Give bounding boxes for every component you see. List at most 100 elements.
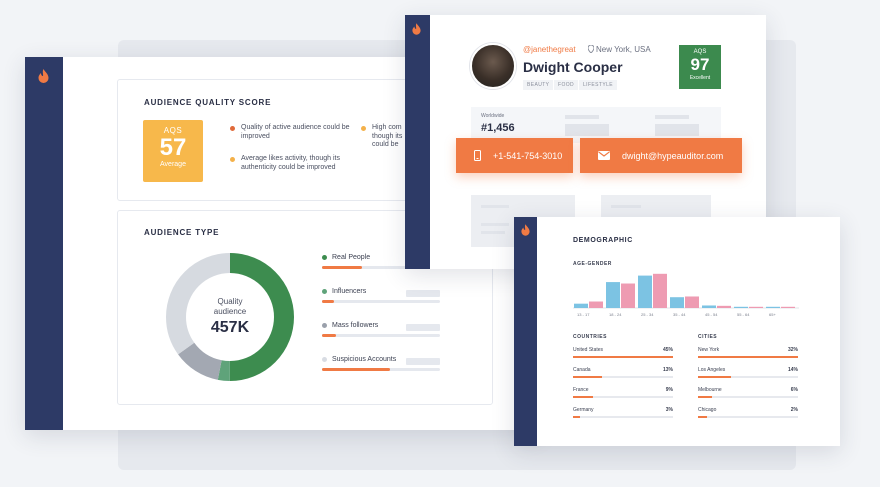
placeholder-bar (655, 124, 699, 136)
age-tick-label: 13 - 17 (577, 312, 590, 317)
age-bar-blue-1 (606, 282, 620, 308)
flame-logo-icon (38, 69, 49, 83)
country-row: Canada 13% (573, 367, 673, 376)
legend-influencers: Influencers (322, 287, 440, 303)
phone-icon (474, 150, 481, 161)
city-value: 2% (790, 407, 798, 413)
age-bar-blue-0 (574, 303, 588, 308)
city-bar (698, 416, 707, 418)
legend-bar-fill (322, 334, 337, 337)
tag-beauty[interactable]: BEAUTY (523, 80, 554, 90)
phone-button[interactable]: +1-541-754-3010 (456, 138, 573, 173)
country-bar (573, 396, 593, 398)
audience-type-title: AUDIENCE TYPE (144, 228, 220, 237)
demographic-card: DEMOGRAPHIC AGE-GENDER 13 - 17 18 - 24 25 … (514, 217, 840, 446)
legend-bar-fill (322, 300, 334, 303)
cities-list: New York 32% Los Angeles 14% Melbourne 6% C… (698, 347, 798, 427)
country-name: Germany (573, 407, 594, 413)
age-bar-pink-1 (621, 283, 635, 308)
side-rail (405, 15, 430, 269)
note-dot (230, 157, 235, 162)
age-tick-label: 18 - 24 (609, 312, 622, 317)
city-row: Chicago 2% (698, 407, 798, 416)
countries-list: United States 45% Canada 13% France 9% Germ… (573, 347, 673, 427)
age-bar-pink-0 (589, 301, 603, 308)
age-bar-blue-6 (766, 306, 780, 308)
email-button[interactable]: dwight@hypeauditor.com (580, 138, 742, 173)
age-bar-pink-5 (749, 306, 763, 308)
aqs-note-1: Quality of active audience could be impr… (241, 124, 350, 140)
tag-food[interactable]: FOOD (554, 80, 579, 90)
note-3-line-1: High com (372, 124, 402, 131)
phone-text: +1-541-754-3010 (493, 150, 563, 161)
age-bar-pink-3 (685, 296, 699, 308)
city-bar (698, 376, 731, 378)
placeholder-bar (565, 124, 609, 136)
country-value: 13% (662, 367, 673, 373)
aqs-label: AQS (693, 49, 707, 55)
location-text: New York, USA (596, 45, 651, 54)
legend-real-people: Real People (322, 253, 440, 269)
country-value: 9% (665, 387, 673, 393)
city-bar (698, 396, 712, 398)
legend-swatch (322, 289, 327, 294)
profile-handle[interactable]: @janethegreat (523, 45, 576, 54)
country-row: United States 45% (573, 347, 673, 356)
demographic-title: DEMOGRAPHIC (573, 237, 633, 244)
age-bar-pink-4 (717, 305, 731, 308)
country-name: Canada (573, 367, 591, 373)
legend-swatch (322, 357, 327, 362)
note-dot (230, 126, 235, 131)
placeholder-bar (406, 290, 440, 297)
flame-logo-icon (521, 224, 530, 236)
aqs-rating: Excellent (689, 75, 711, 81)
aqs-note-3: High com though its could be (372, 124, 412, 150)
tag-lifestyle[interactable]: LIFESTYLE (579, 80, 617, 90)
city-value: 6% (790, 387, 798, 393)
placeholder-bar (406, 358, 440, 365)
legend-swatch (322, 255, 327, 260)
country-row: France 9% (573, 387, 673, 396)
flame-logo-icon (412, 23, 421, 35)
profile-location: New York, USA (587, 44, 651, 54)
email-text: dwight@hypeauditor.com (622, 150, 724, 161)
mail-icon (598, 151, 610, 160)
city-value: 32% (787, 347, 798, 353)
placeholder-bar (481, 231, 505, 234)
rank-value: #1,456 (481, 122, 515, 134)
profile-name: Dwight Cooper (523, 59, 623, 75)
aqs-note-2: Average likes activity, though its authe… (241, 155, 340, 171)
age-bar-blue-3 (670, 297, 684, 308)
legend-suspicious: Suspicious Accounts (322, 355, 440, 371)
country-value: 3% (665, 407, 673, 413)
city-row: Melbourne 6% (698, 387, 798, 396)
profile-aqs-badge: AQS 97 Excellent (679, 45, 721, 89)
aqs-score-badge: AQS 57 Average (143, 120, 203, 182)
age-tick-label: 25 - 34 (641, 312, 654, 317)
legend-label: Mass followers (332, 322, 379, 329)
legend-bar-fill (322, 266, 363, 269)
donut-segment-suspicious-accounts (166, 253, 294, 381)
legend-bar-fill (322, 368, 391, 371)
age-gender-title: AGE-GENDER (573, 261, 612, 267)
city-name: Melbourne (698, 387, 722, 393)
aqs-rating: Average (160, 161, 186, 168)
rank-label: Worldwide (481, 113, 505, 119)
age-bar-blue-5 (734, 306, 748, 308)
country-name: United States (573, 347, 604, 353)
avatar[interactable] (470, 43, 516, 89)
city-name: New York (698, 347, 720, 353)
note-3-line-3: could be (372, 141, 399, 148)
city-bar (698, 356, 798, 358)
countries-title: COUNTRIES (573, 334, 607, 340)
aqs-label: AQS (163, 126, 183, 135)
placeholder-bar (481, 223, 509, 226)
age-tick-label: 45 - 54 (705, 312, 718, 317)
age-gender-chart (573, 273, 799, 309)
legend-swatch (322, 323, 327, 328)
side-rail (514, 217, 537, 446)
placeholder-bar (611, 205, 641, 208)
legend-label: Influencers (332, 288, 367, 295)
donut-center-label: Quality audience (213, 297, 247, 316)
city-row: Los Angeles 14% (698, 367, 798, 376)
